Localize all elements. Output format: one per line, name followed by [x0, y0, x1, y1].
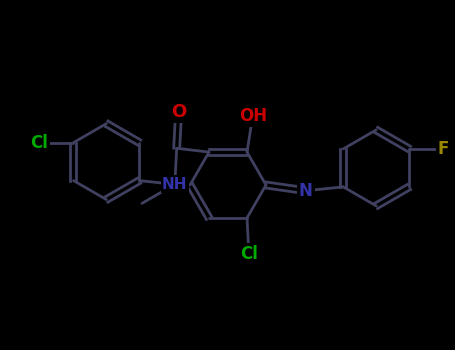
Text: F: F: [438, 140, 449, 158]
Text: N: N: [299, 182, 313, 200]
Text: NH: NH: [162, 177, 187, 192]
Text: OH: OH: [238, 107, 267, 125]
Text: O: O: [171, 103, 186, 121]
Text: Cl: Cl: [30, 134, 48, 152]
Text: Cl: Cl: [240, 245, 258, 263]
